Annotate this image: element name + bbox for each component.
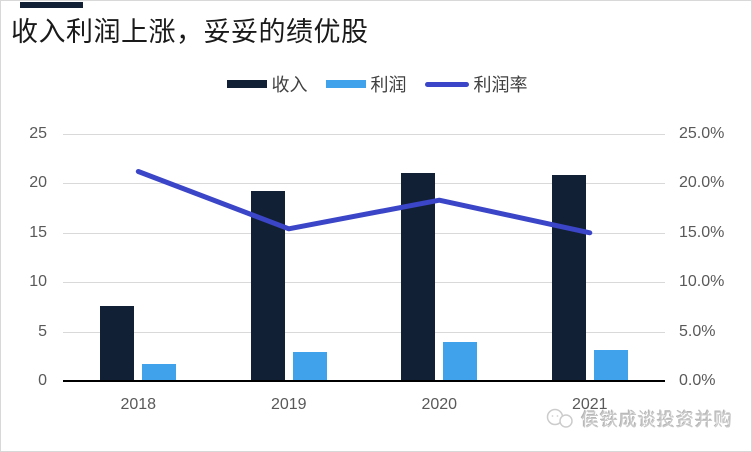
margin-line-path <box>135 169 593 236</box>
gridline <box>63 232 665 234</box>
right-axis-tick: 20.0% <box>679 174 725 192</box>
profit-bar-2019[interactable] <box>292 352 327 380</box>
revenue-swatch-icon <box>226 80 267 88</box>
margin-line-swatch-icon <box>424 81 469 87</box>
profit-bar-2021[interactable] <box>593 350 628 380</box>
gridline <box>63 134 665 135</box>
gridline <box>63 183 665 185</box>
left-axis-tick: 0 <box>38 372 47 389</box>
legend-label-revenue: 收入 <box>271 75 308 95</box>
page-title: 收入利润上涨，妥妥的绩优股 <box>11 17 369 47</box>
watermark: 侯铁成谈投资并购 <box>545 406 733 432</box>
chart-area: 0 5 10 15 20 25 0.0% 5.0% 10.0% 15.0% 20.0% 25.0% … <box>29 125 724 413</box>
accent-bar <box>20 2 83 8</box>
left-axis-tick: 20 <box>29 174 47 192</box>
profit-swatch-icon <box>325 80 366 88</box>
profit-bar-2020[interactable] <box>443 342 478 380</box>
wechat-logo-icon <box>546 408 573 428</box>
right-axis-tick: 0.0% <box>679 372 716 389</box>
right-axis-tick: 5.0% <box>679 322 716 340</box>
x-axis-label-2020: 2020 <box>421 396 458 413</box>
chart-legend: 收入 利润 利润率 <box>1 71 751 97</box>
revenue-bar-2018[interactable] <box>100 305 135 380</box>
gridline <box>63 282 665 284</box>
left-axis-tick: 15 <box>29 223 47 241</box>
watermark-text: 侯铁成谈投资并购 <box>581 410 733 430</box>
profit-bar-2018[interactable] <box>142 364 177 380</box>
right-axis-tick: 10.0% <box>679 273 725 291</box>
left-axis-tick: 10 <box>29 273 47 291</box>
x-axis-label-2019: 2019 <box>270 396 307 413</box>
revenue-bar-2021[interactable] <box>551 174 586 380</box>
right-axis-tick: 15.0% <box>679 223 725 241</box>
x-axis-line <box>63 380 665 382</box>
left-axis-tick: 25 <box>29 125 47 142</box>
gridline <box>63 331 665 333</box>
right-axis-tick: 25.0% <box>679 125 725 142</box>
legend-item-margin[interactable]: 利润率 <box>424 71 528 97</box>
legend-label-margin: 利润率 <box>473 75 528 95</box>
legend-item-revenue[interactable]: 收入 <box>226 71 308 97</box>
x-axis-label-2018: 2018 <box>120 396 157 413</box>
margin-line <box>135 169 593 236</box>
left-axis-tick: 5 <box>38 322 47 340</box>
legend-item-profit[interactable]: 利润 <box>325 71 407 97</box>
legend-label-profit: 利润 <box>370 75 407 95</box>
x-axis-label-2021: 2021 <box>571 396 608 413</box>
